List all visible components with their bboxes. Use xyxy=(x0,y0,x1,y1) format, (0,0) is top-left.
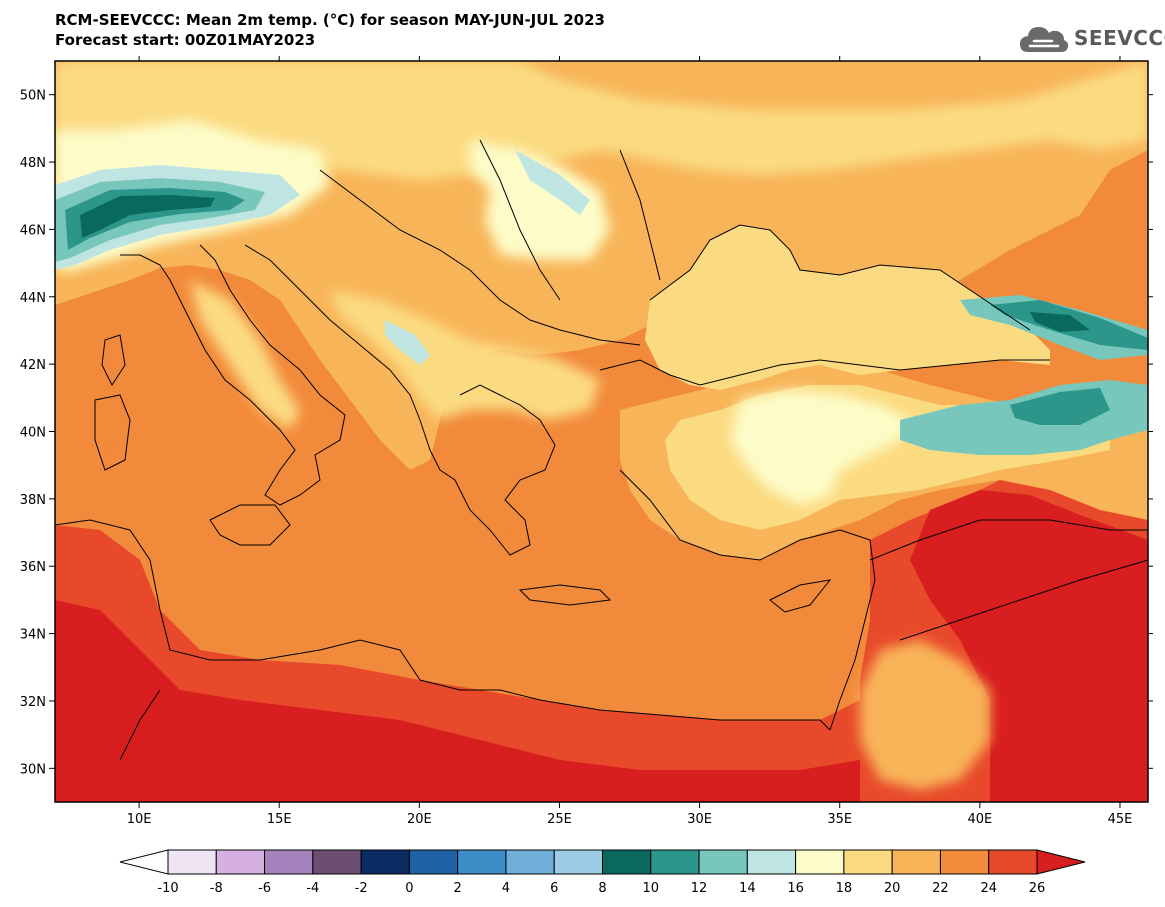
latitude-axis: 50N 48N 46N 44N 42N 40N 38N 36N 34N 32N 30N xyxy=(20,89,1153,777)
colorbar-swatch xyxy=(988,849,1038,875)
lon-tick-label: 45E xyxy=(1108,812,1133,827)
field-africa-26plus xyxy=(55,600,860,802)
colorbar-swatch xyxy=(698,849,748,875)
map-title: RCM-SEEVCCC: Mean 2m temp. (°C) for seas… xyxy=(55,11,605,29)
lat-tick-label: 34N xyxy=(20,628,46,643)
field-carpathians-14-16 xyxy=(515,150,590,215)
colorbar-swatch xyxy=(553,849,604,875)
cloud-icon xyxy=(1020,27,1069,52)
field-sea-22-24 xyxy=(55,330,860,700)
field-east-anatolia-12-14 xyxy=(1010,388,1110,425)
longitude-axis: 10E 15E 20E 25E 30E 35E 40E 45E xyxy=(127,56,1133,827)
colorbar-label: 4 xyxy=(502,881,510,896)
coastlines xyxy=(55,139,1148,761)
field-carpathians-16-18 xyxy=(470,140,610,260)
colorbar-label: 14 xyxy=(739,881,756,896)
colorbar-swatch xyxy=(602,849,652,875)
colorbar-label: 2 xyxy=(454,881,462,896)
colorbar-label: -10 xyxy=(157,881,178,896)
lat-tick-label: 44N xyxy=(20,291,46,306)
colorbar-label: -4 xyxy=(306,881,319,896)
lat-tick-label: 46N xyxy=(20,223,46,238)
colorbar-label: 20 xyxy=(884,881,901,896)
colorbar-label: 6 xyxy=(550,881,558,896)
logo-text: SEEVCCC xyxy=(1074,26,1165,50)
colorbar-max-arrow xyxy=(1036,849,1086,875)
colorbar-swatch xyxy=(360,849,410,875)
lon-tick-label: 40E xyxy=(967,812,992,827)
map-subtitle: Forecast start: 00Z01MAY2023 xyxy=(55,31,316,49)
lat-tick-label: 40N xyxy=(20,426,46,441)
lon-tick-label: 35E xyxy=(827,812,852,827)
colorbar-label: 12 xyxy=(691,881,708,896)
field-balkans-18-20 xyxy=(330,290,600,420)
lat-tick-label: 30N xyxy=(20,762,46,777)
colorbar-label: 22 xyxy=(932,881,949,896)
lat-tick-label: 42N xyxy=(20,358,46,373)
colorbar-label: 10 xyxy=(643,881,660,896)
colorbar-swatch xyxy=(505,849,555,875)
colorbar-swatch xyxy=(843,849,893,875)
colorbar-label: 18 xyxy=(836,881,853,896)
colorbar-label: -2 xyxy=(355,881,368,896)
lat-tick-label: 50N xyxy=(20,89,46,104)
field-black-sea xyxy=(645,225,1050,390)
field-mesopotamia-26plus xyxy=(910,490,1148,802)
colorbar-min-arrow xyxy=(119,849,169,875)
field-anatolia-16-18 xyxy=(730,390,910,505)
lat-tick-label: 36N xyxy=(20,560,46,575)
field-alps-8-10 xyxy=(80,195,215,238)
colorbar-swatch xyxy=(939,849,990,875)
colorbar-label: 0 xyxy=(405,881,413,896)
lat-tick-label: 38N xyxy=(20,493,46,508)
lon-tick-label: 15E xyxy=(267,812,292,827)
colorbar-label: 8 xyxy=(598,881,606,896)
colorbar: -10 -8 -6 -4 -2 0 2 4 6 8 10 12 14 16 18 20 22 24 26 xyxy=(119,849,1086,896)
field-caucasus-8-10 xyxy=(1030,312,1090,332)
colorbar-swatch xyxy=(312,849,362,875)
colorbar-label: -6 xyxy=(258,881,271,896)
colorbar-swatch xyxy=(167,849,217,875)
colorbar-label: 26 xyxy=(1029,881,1046,896)
field-jordan-22-24 xyxy=(860,640,990,790)
lat-tick-label: 32N xyxy=(20,695,46,710)
field-balkans-16-18 xyxy=(385,320,430,365)
field-north-18-20 xyxy=(55,61,1148,275)
colorbar-label: 24 xyxy=(980,881,997,896)
lon-tick-label: 20E xyxy=(407,812,432,827)
colorbar-label: 16 xyxy=(787,881,804,896)
field-italy-18-20 xyxy=(190,280,300,430)
colorbar-swatch xyxy=(215,849,266,875)
colorbar-swatch xyxy=(746,849,797,875)
colorbar-swatch xyxy=(795,849,845,875)
lat-tick-label: 48N xyxy=(20,156,46,171)
lon-tick-label: 10E xyxy=(127,812,152,827)
colorbar-swatch xyxy=(650,849,700,875)
seevccc-logo: SEEVCCC xyxy=(1018,20,1165,60)
colorbar-label: -8 xyxy=(210,881,223,896)
colorbar-swatch xyxy=(264,849,314,875)
colorbar-swatch xyxy=(891,849,941,875)
temperature-field xyxy=(55,61,1148,802)
lon-tick-label: 25E xyxy=(547,812,572,827)
colorbar-swatch xyxy=(408,849,459,875)
lon-tick-label: 30E xyxy=(687,812,712,827)
colorbar-swatch xyxy=(457,849,507,875)
